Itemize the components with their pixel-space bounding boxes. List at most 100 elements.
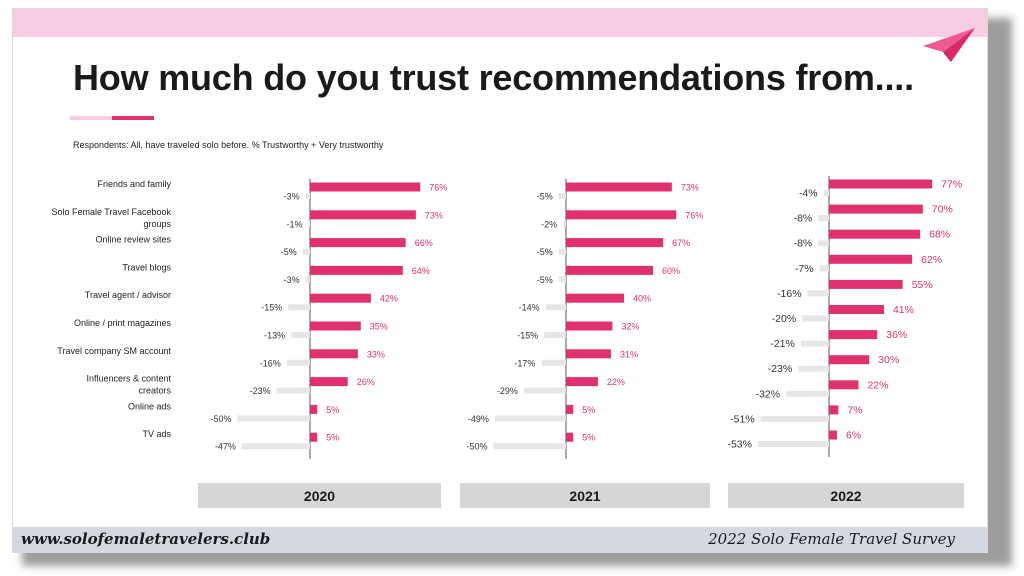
bar-not-trustworthy-2022 <box>818 215 829 222</box>
bar-not-trustworthy-2021 <box>545 304 566 311</box>
bar-not-trustworthy-2021 <box>544 332 566 338</box>
value-label-trustworthy: 55% <box>912 279 933 291</box>
value-label-trustworthy: 76% <box>685 210 703 220</box>
value-label-trustworthy: 77% <box>941 179 962 191</box>
value-label-not-trustworthy: -51% <box>730 413 755 425</box>
value-label-not-trustworthy: -23% <box>768 363 793 375</box>
bar-not-trustworthy-2021 <box>558 193 566 199</box>
trust-chart: Friends and family Solo Female Travel Fac… <box>51 176 962 460</box>
bar-not-trustworthy-2022 <box>802 315 829 322</box>
bar-not-trustworthy-2021 <box>493 443 566 450</box>
bar-not-trustworthy-2020 <box>286 359 310 366</box>
value-label-not-trustworthy: -23% <box>250 386 271 396</box>
year-label-2020: 2020 <box>198 483 441 508</box>
category-label: Influencers & content creators <box>86 374 171 396</box>
value-label-trustworthy: 41% <box>893 304 914 316</box>
bar-not-trustworthy-2021 <box>541 359 566 366</box>
top-band <box>13 9 987 37</box>
bar-not-trustworthy-2022 <box>818 240 829 247</box>
bar-not-trustworthy-2022 <box>800 340 829 347</box>
value-label-trustworthy: 7% <box>847 404 862 416</box>
value-label-trustworthy: 6% <box>846 430 861 442</box>
bar-not-trustworthy-2020 <box>302 248 310 255</box>
bar-trustworthy-2021 <box>566 404 574 414</box>
bar-trustworthy-2022 <box>829 330 878 340</box>
bar-not-trustworthy-2022 <box>760 415 829 422</box>
bar-trustworthy-2020 <box>310 432 318 442</box>
value-label-not-trustworthy: -4% <box>799 188 818 200</box>
value-label-not-trustworthy: -17% <box>514 358 535 368</box>
value-label-not-trustworthy: -1% <box>287 219 303 229</box>
value-label-not-trustworthy: -5% <box>537 192 553 202</box>
value-label-not-trustworthy: -5% <box>281 247 297 257</box>
bar-trustworthy-2022 <box>829 204 923 214</box>
value-label-trustworthy: 35% <box>370 322 388 332</box>
title-accent-dark <box>112 116 154 120</box>
bar-trustworthy-2021 <box>566 377 598 387</box>
title-accent-light <box>70 116 112 120</box>
bar-not-trustworthy-2022 <box>798 365 829 372</box>
bar-trustworthy-2020 <box>310 238 406 248</box>
bar-not-trustworthy-2021 <box>523 387 566 394</box>
bar-not-trustworthy-2020 <box>237 415 310 422</box>
value-label-not-trustworthy: -15% <box>261 303 282 313</box>
value-label-trustworthy: 26% <box>357 377 375 387</box>
category-label: Friends and family <box>97 179 171 189</box>
bar-trustworthy-2021 <box>566 210 677 220</box>
bar-trustworthy-2022 <box>829 179 933 189</box>
value-label-not-trustworthy: -3% <box>284 275 300 285</box>
value-label-trustworthy: 5% <box>582 433 595 443</box>
category-label: Travel agent / advisor <box>85 290 171 300</box>
bar-trustworthy-2021 <box>566 321 613 331</box>
value-label-not-trustworthy: -14% <box>519 303 540 313</box>
bar-trustworthy-2022 <box>829 355 870 365</box>
bar-trustworthy-2020 <box>310 349 358 359</box>
bar-not-trustworthy-2021 <box>558 276 566 283</box>
bar-trustworthy-2020 <box>310 210 416 220</box>
value-label-trustworthy: 64% <box>412 266 430 276</box>
bar-not-trustworthy-2021 <box>563 220 566 227</box>
bar-trustworthy-2021 <box>566 265 653 275</box>
bar-trustworthy-2021 <box>566 432 574 442</box>
value-label-not-trustworthy: -8% <box>794 213 813 225</box>
bar-not-trustworthy-2020 <box>291 332 310 338</box>
value-label-not-trustworthy: -13% <box>264 331 285 341</box>
value-label-trustworthy: 22% <box>607 377 625 387</box>
value-label-not-trustworthy: -53% <box>727 439 752 451</box>
value-label-trustworthy: 67% <box>672 238 690 248</box>
value-label-trustworthy: 42% <box>380 294 398 304</box>
value-label-trustworthy: 73% <box>425 210 443 220</box>
value-label-trustworthy: 70% <box>932 204 953 216</box>
bar-trustworthy-2022 <box>829 229 921 239</box>
paper-plane-icon <box>923 28 975 62</box>
value-label-trustworthy: 73% <box>681 183 699 193</box>
bar-trustworthy-2021 <box>566 293 624 303</box>
bar-trustworthy-2020 <box>310 321 361 331</box>
value-label-not-trustworthy: -16% <box>260 358 281 368</box>
bar-trustworthy-2021 <box>566 349 611 359</box>
bar-trustworthy-2022 <box>829 279 903 289</box>
value-label-trustworthy: 40% <box>633 294 651 304</box>
value-label-not-trustworthy: -7% <box>795 263 814 275</box>
bar-trustworthy-2022 <box>829 405 839 415</box>
slide: How much do you trust recommendations fr… <box>12 8 988 553</box>
bar-trustworthy-2022 <box>829 380 859 390</box>
bar-trustworthy-2020 <box>310 182 421 192</box>
bar-not-trustworthy-2022 <box>786 390 829 397</box>
year-label-2022: 2022 <box>728 483 964 508</box>
bar-trustworthy-2022 <box>829 254 913 264</box>
bar-not-trustworthy-2022 <box>807 290 829 297</box>
bar-not-trustworthy-2021 <box>494 415 566 422</box>
category-label: Travel blogs <box>122 262 171 272</box>
value-label-trustworthy: 60% <box>662 266 680 276</box>
footer-website: www.solofemaletravelers.club <box>21 530 271 548</box>
value-label-trustworthy: 76% <box>429 183 447 193</box>
value-label-trustworthy: 5% <box>582 405 595 415</box>
bar-trustworthy-2022 <box>829 430 838 440</box>
bar-trustworthy-2020 <box>310 404 318 414</box>
bar-not-trustworthy-2022 <box>819 265 829 272</box>
page-title: How much do you trust recommendations fr… <box>73 57 914 98</box>
value-label-not-trustworthy: -5% <box>537 275 553 285</box>
category-label: Online ads <box>128 401 172 411</box>
value-label-trustworthy: 5% <box>326 405 339 415</box>
